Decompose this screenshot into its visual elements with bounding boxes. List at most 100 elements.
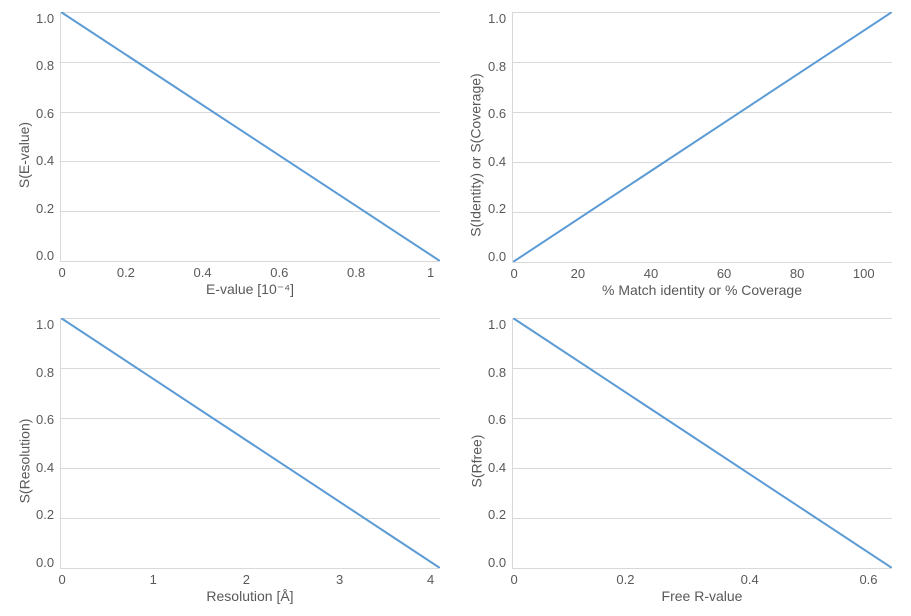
x-tick: 100 xyxy=(853,267,875,280)
y-tick: 0.2 xyxy=(488,202,506,215)
x-ticks: 0 20 40 60 80 100 xyxy=(512,263,892,280)
x-tick: 0.6 xyxy=(270,266,288,279)
x-axis-row: 0 20 40 60 80 100 xyxy=(488,263,892,280)
grid-line xyxy=(513,12,892,13)
y-axis-label: S(E-value) xyxy=(16,122,32,188)
grid-line xyxy=(61,468,440,469)
grid-line xyxy=(61,62,440,63)
y-tick: 0.8 xyxy=(36,59,54,72)
y-axis-label: S(Rfree) xyxy=(468,435,484,488)
chart-panel-rfree: S(Rfree)1.00.80.60.40.20.000.20.40.6Free… xyxy=(464,318,892,604)
x-tick: 1 xyxy=(150,573,157,586)
plot-column: 1.00.80.60.40.20.000.20.40.60.81E-value … xyxy=(36,12,440,298)
grid-line xyxy=(513,418,892,419)
data-line xyxy=(61,318,440,568)
y-tick: 0.6 xyxy=(36,107,54,120)
data-line xyxy=(513,318,892,568)
chart-box xyxy=(512,12,892,263)
series-line xyxy=(61,318,440,568)
x-tick: 0 xyxy=(59,266,66,279)
x-tick: 0 xyxy=(511,267,518,280)
grid-line xyxy=(513,318,892,319)
grid-line xyxy=(61,112,440,113)
plot-column: 1.00.80.60.40.20.0020406080100% Match id… xyxy=(488,12,892,298)
grid-line xyxy=(513,368,892,369)
grid-line xyxy=(61,418,440,419)
grid-line xyxy=(61,161,440,162)
x-tick: 80 xyxy=(790,267,804,280)
y-axis-label: S(Identity) or S(Coverage) xyxy=(468,73,484,236)
x-tick: 60 xyxy=(717,267,731,280)
plot-area: 1.00.80.60.40.20.0 xyxy=(488,12,892,263)
x-axis-row: 00.20.40.6 xyxy=(488,569,892,586)
x-tick: 4 xyxy=(427,573,434,586)
y-tick: 0.4 xyxy=(488,461,506,474)
x-axis-spacer xyxy=(36,279,60,298)
data-line xyxy=(513,12,892,262)
grid-line xyxy=(61,211,440,212)
y-ticks: 1.00.80.60.40.20.0 xyxy=(488,12,512,263)
y-ticks: 1.0 0.8 0.6 0.4 0.2 0.0 xyxy=(488,318,512,569)
x-axis-label: E-value [10⁻⁴] xyxy=(60,281,440,298)
x-axis-row: 0 1 2 3 4 xyxy=(36,569,440,586)
series-line xyxy=(61,12,440,261)
y-tick: 0.8 xyxy=(36,366,54,379)
y-tick: 1.0 xyxy=(488,318,506,331)
grid-line xyxy=(61,518,440,519)
y-tick: 0.0 xyxy=(488,250,506,263)
x-tick: 0.6 xyxy=(859,573,877,586)
x-tick: 0.2 xyxy=(616,573,634,586)
grid-line xyxy=(61,368,440,369)
plot-area: 1.00.80.60.40.20.0 xyxy=(36,318,440,569)
grid-line xyxy=(513,62,892,63)
grid-line xyxy=(513,468,892,469)
y-tick: 1.0 xyxy=(488,12,506,25)
x-axis-spacer xyxy=(488,569,512,586)
y-tick: 0.4 xyxy=(36,461,54,474)
x-axis-spacer xyxy=(488,586,512,604)
y-tick: 0.4 xyxy=(488,155,506,168)
x-tick: 0.8 xyxy=(347,266,365,279)
y-tick: 0.8 xyxy=(488,366,506,379)
y-tick: 0.2 xyxy=(36,508,54,521)
x-label-row: Free R-value xyxy=(488,586,892,604)
y-tick: 0.2 xyxy=(488,508,506,521)
data-line xyxy=(61,12,440,261)
x-tick: 3 xyxy=(336,573,343,586)
y-ticks: 1.00.80.60.40.20.0 xyxy=(36,12,60,262)
y-tick: 0.6 xyxy=(488,413,506,426)
chart-panel-evalue: S(E-value)1.00.80.60.40.20.000.20.40.60.… xyxy=(12,12,440,298)
y-axis-label: S(Resolution) xyxy=(16,419,32,504)
grid-line xyxy=(513,162,892,163)
chart-box xyxy=(60,12,440,262)
y-axis-label-wrap: S(Rfree) xyxy=(464,318,488,604)
y-tick: 0.0 xyxy=(488,556,506,569)
x-axis-spacer xyxy=(488,263,512,280)
y-ticks: 1.00.80.60.40.20.0 xyxy=(36,318,60,569)
x-axis-spacer xyxy=(36,569,60,586)
chart-box xyxy=(512,318,892,569)
x-tick: 2 xyxy=(243,573,250,586)
x-label-row: Resolution [Å] xyxy=(36,586,440,604)
x-axis-spacer xyxy=(36,586,60,604)
x-tick: 40 xyxy=(644,267,658,280)
y-tick: 0.2 xyxy=(36,202,54,215)
x-ticks: 00.20.40.6 xyxy=(512,569,892,586)
grid-line xyxy=(513,112,892,113)
x-tick: 20 xyxy=(571,267,585,280)
x-tick: 1 xyxy=(427,266,434,279)
y-tick: 0.0 xyxy=(36,556,54,569)
chart-box xyxy=(60,318,440,569)
chart-panel-identity: S(Identity) or S(Coverage)1.00.80.60.40.… xyxy=(464,12,892,298)
plot-column: 1.00.80.60.40.20.000.20.40.6Free R-value xyxy=(488,318,892,604)
y-tick: 0.6 xyxy=(36,413,54,426)
y-axis-label-wrap: S(Resolution) xyxy=(12,318,36,604)
x-tick: 0.4 xyxy=(741,573,759,586)
x-axis-label: Free R-value xyxy=(512,588,892,604)
x-tick: 0 xyxy=(59,573,66,586)
grid-line xyxy=(513,212,892,213)
series-line xyxy=(513,12,892,262)
x-ticks: 00.20.40.60.81 xyxy=(60,262,440,279)
y-axis-label-wrap: S(E-value) xyxy=(12,12,36,298)
y-tick: 0.4 xyxy=(36,154,54,167)
